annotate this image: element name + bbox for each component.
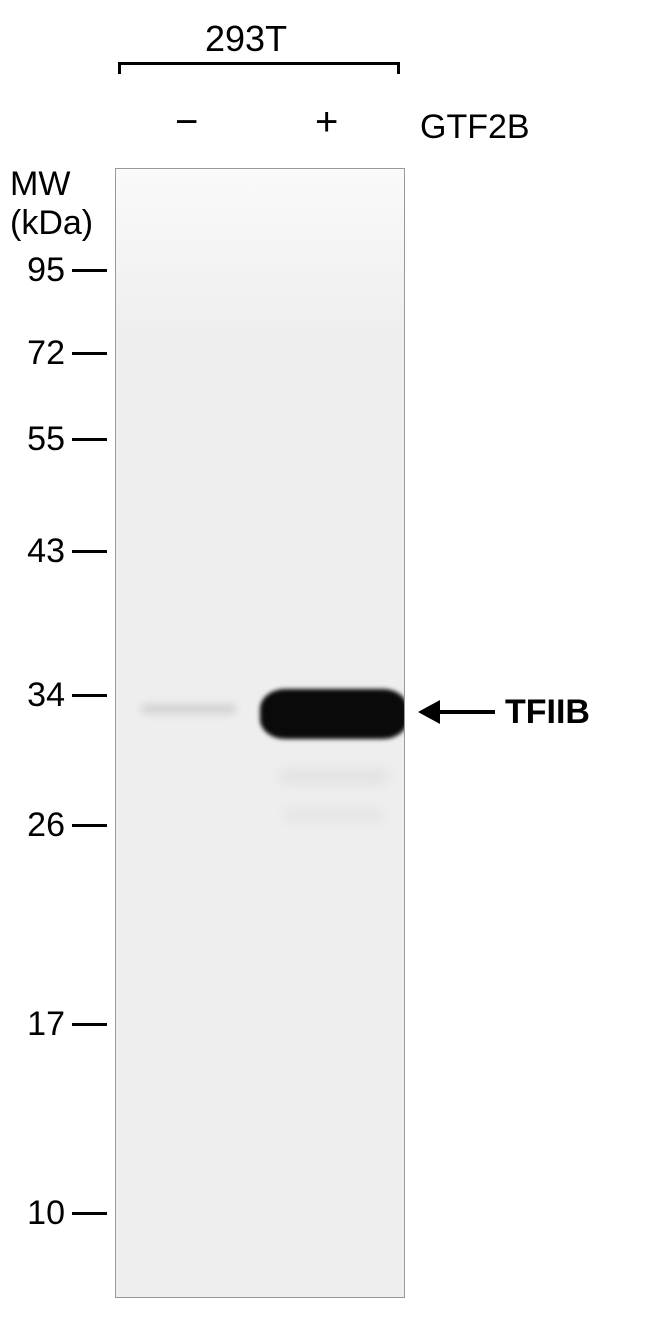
mw-tick-label: 43 <box>10 532 65 571</box>
blot-band <box>279 769 389 784</box>
mw-title-line1: MW <box>10 165 70 203</box>
header-bracket <box>118 62 400 74</box>
mw-tick-mark <box>72 694 107 697</box>
mw-tick-label: 10 <box>10 1194 65 1233</box>
mw-tick-mark <box>72 1023 107 1026</box>
arrow-shaft <box>440 710 495 714</box>
mw-tick-label: 95 <box>10 251 65 290</box>
mw-tick-mark <box>72 352 107 355</box>
band-annotation-label: TFIIB <box>505 693 590 732</box>
blot-band <box>260 689 405 739</box>
blot-membrane <box>115 168 405 1298</box>
mw-tick-mark <box>72 269 107 272</box>
blot-band <box>141 704 236 714</box>
mw-tick-label: 55 <box>10 420 65 459</box>
mw-tick-mark <box>72 550 107 553</box>
mw-tick-mark <box>72 1212 107 1215</box>
mw-tick-mark <box>72 438 107 441</box>
mw-tick-label: 72 <box>10 334 65 373</box>
mw-tick-label: 34 <box>10 676 65 715</box>
mw-axis-title: MW (kDa) <box>10 165 93 243</box>
mw-tick-label: 17 <box>10 1005 65 1044</box>
mw-tick-label: 26 <box>10 806 65 845</box>
mw-tick-mark <box>72 824 107 827</box>
blot-band <box>284 809 384 821</box>
lane2-symbol: + <box>315 100 338 145</box>
band-arrow <box>418 700 495 724</box>
arrow-head-icon <box>418 700 440 724</box>
lane1-symbol: − <box>175 100 198 145</box>
cell-line-label: 293T <box>205 18 287 60</box>
western-blot-figure: 293T − + GTF2B MW (kDa) 95 72 55 43 34 26 17 10… <box>0 0 650 1323</box>
mw-title-line2: (kDa) <box>10 204 93 242</box>
treatment-label: GTF2B <box>420 108 530 147</box>
